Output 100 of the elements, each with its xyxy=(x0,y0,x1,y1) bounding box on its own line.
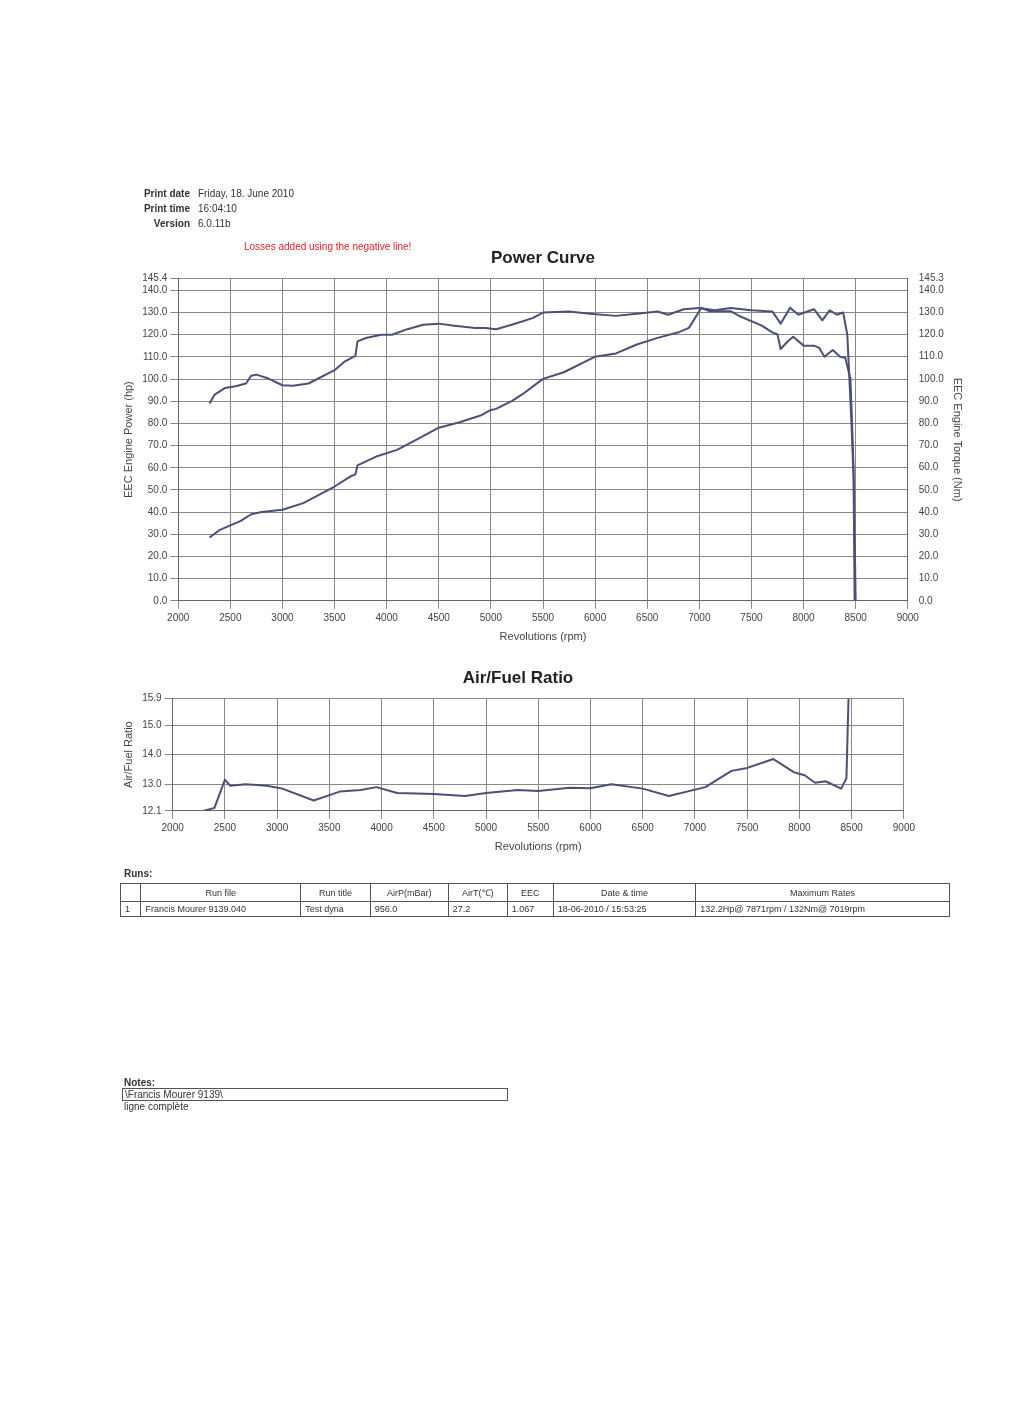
y-axis-title: Air/Fuel Ratio xyxy=(121,721,134,788)
x-tick-label: 8500 xyxy=(844,611,868,623)
text: 1.067 xyxy=(507,901,554,917)
y2-tick-label: 100.0 xyxy=(918,372,945,384)
x-tick-label: 6500 xyxy=(631,821,655,833)
y2-tick-label: 145.3 xyxy=(918,272,945,284)
y2-axis-title: EEC Engine Torque (Nm) xyxy=(952,377,965,502)
text: 956.0 xyxy=(370,901,449,917)
y-tick-label: 60.0 xyxy=(147,461,168,473)
text: Run file xyxy=(140,883,301,902)
y2-tick-label: 90.0 xyxy=(918,394,939,406)
text: Date & time xyxy=(553,883,696,902)
x-tick-label: 5000 xyxy=(479,611,503,623)
y-tick-label: 80.0 xyxy=(147,417,168,429)
x-tick-label: 3500 xyxy=(323,611,347,623)
text: AirT(℃) xyxy=(448,883,508,902)
x-tick-label: 5500 xyxy=(531,611,555,623)
text: 16:04:10 xyxy=(198,203,238,214)
y2-tick-label: 50.0 xyxy=(918,483,939,495)
y-tick-label: 90.0 xyxy=(147,394,168,406)
x-tick-label: 7000 xyxy=(688,611,711,623)
x-tick-label: 3000 xyxy=(271,611,295,623)
y-tick-label: 15.9 xyxy=(142,692,163,704)
text: 1 xyxy=(120,901,141,917)
chart-title: Power Curve xyxy=(491,247,595,267)
y2-tick-label: 140.0 xyxy=(918,283,945,295)
y-tick-label: 30.0 xyxy=(147,528,168,540)
y2-tick-label: 130.0 xyxy=(918,306,945,318)
y-tick-label: 15.0 xyxy=(142,718,163,730)
text: 132.2Hp@ 7871rpm / 132Nm@ 7019rpm xyxy=(695,901,950,917)
y-tick-label: 100.0 xyxy=(142,372,168,384)
x-tick-label: 5000 xyxy=(474,821,498,833)
y-tick-label: 40.0 xyxy=(147,505,168,517)
x-tick-label: 2500 xyxy=(213,821,237,833)
text: Notes: xyxy=(124,1077,157,1088)
y-tick-label: 10.0 xyxy=(147,572,168,584)
y2-tick-label: 80.0 xyxy=(918,417,939,429)
x-tick-label: 5500 xyxy=(527,821,550,833)
y-tick-label: 14.0 xyxy=(142,748,163,760)
text: Print date xyxy=(142,188,191,199)
y-tick-label: 50.0 xyxy=(147,483,168,495)
x-axis-title: Revolutions (rpm) xyxy=(494,840,582,853)
y2-tick-label: 60.0 xyxy=(918,461,939,473)
y-tick-label: 145.4 xyxy=(142,272,168,284)
text: 18-06-2010 / 15:53:25 xyxy=(553,901,696,917)
text: Version xyxy=(152,218,191,229)
y-tick-label: 130.0 xyxy=(142,306,168,318)
text: EEC xyxy=(507,883,554,902)
text: Runs: xyxy=(124,868,154,879)
y-tick-label: 13.0 xyxy=(142,777,163,789)
text: 27.2 xyxy=(448,901,508,917)
y2-tick-label: 10.0 xyxy=(918,572,939,584)
text: \Francis Mourer 9139\ xyxy=(122,1088,508,1101)
y-axis-title: EEC Engine Power (hp) xyxy=(121,381,134,498)
y-tick-label: 0.0 xyxy=(153,594,168,606)
x-tick-label: 2000 xyxy=(167,611,190,623)
x-tick-label: 2500 xyxy=(219,611,242,623)
y2-tick-label: 0.0 xyxy=(918,594,934,606)
x-tick-label: 4000 xyxy=(375,611,399,623)
text: Francis Mourer 9139.040 xyxy=(140,901,301,917)
x-tick-label: 6500 xyxy=(636,611,659,623)
y2-tick-label: 20.0 xyxy=(918,550,939,562)
x-tick-label: 8500 xyxy=(840,821,864,833)
x-tick-label: 8000 xyxy=(792,611,816,623)
y2-tick-label: 40.0 xyxy=(918,505,939,517)
y2-tick-label: 110.0 xyxy=(918,350,944,362)
text: ligne complète xyxy=(124,1101,190,1112)
text: Friday, 18. June 2010 xyxy=(198,188,295,199)
x-tick-label: 7000 xyxy=(683,821,707,833)
x-tick-label: 6000 xyxy=(579,821,603,833)
x-tick-label: 7500 xyxy=(736,821,759,833)
x-tick-label: 8000 xyxy=(788,821,811,833)
chart-title: Air/Fuel Ratio xyxy=(462,667,574,687)
x-tick-label: 9000 xyxy=(892,821,916,833)
x-tick-label: 9000 xyxy=(896,611,920,623)
y2-tick-label: 30.0 xyxy=(918,527,939,539)
x-tick-label: 4500 xyxy=(427,611,451,623)
y2-tick-label: 120.0 xyxy=(918,328,945,340)
y-tick-label: 140.0 xyxy=(142,284,168,296)
x-tick-label: 7500 xyxy=(740,611,763,623)
x-axis-title: Revolutions (rpm) xyxy=(499,630,587,643)
text: Print time xyxy=(142,203,191,214)
text: Maximum Rates xyxy=(695,883,950,902)
text: 6.0.11b xyxy=(198,218,232,229)
y-tick-label: 70.0 xyxy=(147,439,168,451)
y-tick-label: 120.0 xyxy=(142,328,168,340)
y-tick-label: 110.0 xyxy=(142,350,168,362)
text: AirP(mBar) xyxy=(370,883,449,902)
y-tick-label: 20.0 xyxy=(147,550,168,562)
x-tick-label: 2000 xyxy=(161,821,185,833)
x-tick-label: 4500 xyxy=(422,821,446,833)
x-tick-label: 3000 xyxy=(266,821,289,833)
text: Losses added using the negative line! xyxy=(244,241,412,252)
x-tick-label: 6000 xyxy=(583,611,607,623)
y2-tick-label: 70.0 xyxy=(918,439,939,451)
text: Test dyna xyxy=(300,901,371,917)
x-tick-label: 3500 xyxy=(318,821,341,833)
text: Run title xyxy=(300,883,371,902)
x-tick-label: 4000 xyxy=(370,821,394,833)
y-tick-label: 12.1 xyxy=(142,804,163,816)
